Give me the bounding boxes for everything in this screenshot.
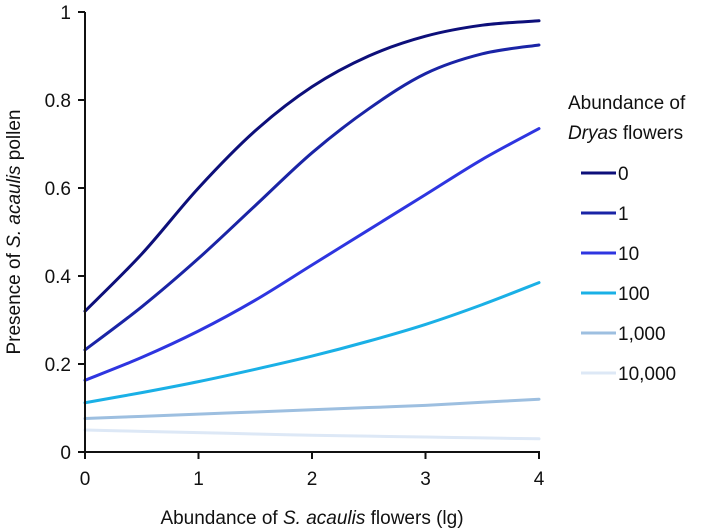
- x-tick-label: 0: [80, 469, 91, 490]
- x-tick-label: 3: [420, 469, 431, 490]
- series-line-4: [83, 397, 541, 421]
- series-line-1: [83, 43, 541, 352]
- legend-label-5: 10,000: [618, 364, 676, 385]
- x-tick-label: 2: [307, 469, 318, 490]
- y-axis-title: Presence of S. acaulis pollen: [4, 109, 25, 354]
- legend-label-1: 1: [618, 204, 629, 225]
- plot-lines: [83, 19, 541, 441]
- legend-label-4: 1,000: [618, 324, 666, 345]
- legend-items: 0 1 10 100 1,000 10,000: [581, 164, 676, 385]
- y-tick-label: 0: [60, 443, 71, 464]
- y-tick-label: 0.8: [45, 91, 71, 112]
- y-tick-label: 0.6: [45, 179, 71, 200]
- legend: Abundance of Dryas flowers 0 1 10 100 1,000 1…: [568, 93, 686, 385]
- y-tick-label: 0.2: [45, 355, 71, 376]
- x-tick-label: 4: [534, 469, 545, 490]
- y-tick-label: 0.4: [45, 267, 72, 288]
- x-tick-label: 1: [193, 469, 204, 490]
- series-line-2: [83, 127, 541, 382]
- legend-label-2: 10: [618, 244, 639, 265]
- legend-title-line1: Abundance of: [568, 93, 686, 114]
- y-tick-label: 1: [60, 3, 71, 24]
- x-axis-title: Abundance of S. acaulis flowers (lg): [160, 508, 463, 529]
- legend-label-3: 100: [618, 284, 650, 305]
- axes: [84, 12, 540, 453]
- series-line-0: [83, 19, 541, 313]
- series-line-5: [83, 428, 541, 441]
- x-ticks: 0 1 2 3 4: [80, 452, 545, 490]
- y-ticks: 0 0.2 0.4 0.6 0.8 1: [45, 3, 85, 464]
- series-line-3: [83, 281, 541, 405]
- legend-title-line2: Dryas flowers: [568, 123, 683, 144]
- legend-label-0: 0: [618, 164, 629, 185]
